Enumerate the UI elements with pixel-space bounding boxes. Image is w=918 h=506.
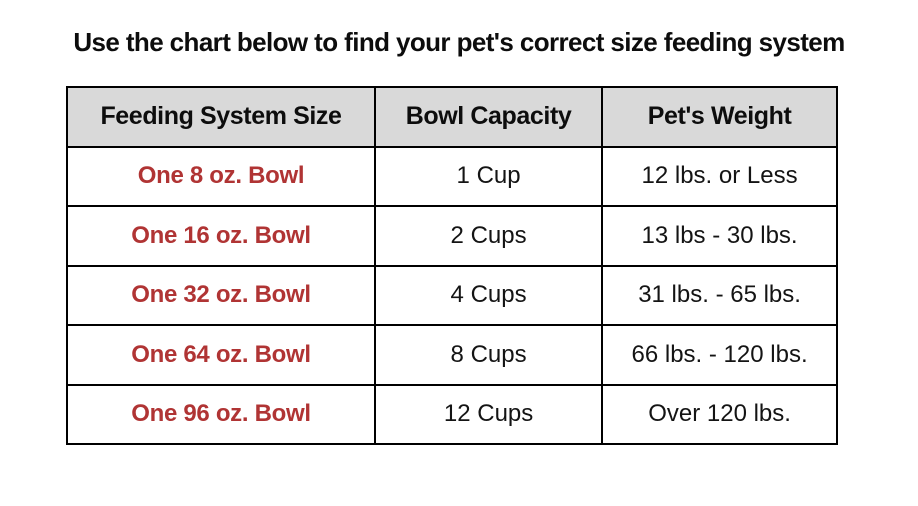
header-cell-feeding-system-size: Feeding System Size (66, 86, 376, 148)
cell-size: One 96 oz. Bowl (66, 383, 376, 445)
table-row: One 32 oz. Bowl 4 Cups 31 lbs. - 65 lbs. (66, 264, 838, 326)
cell-size: One 16 oz. Bowl (66, 205, 376, 267)
table-header-row: Feeding System Size Bowl Capacity Pet's … (66, 86, 838, 148)
cell-weight: 31 lbs. - 65 lbs. (601, 264, 838, 326)
cell-capacity: 4 Cups (373, 264, 604, 326)
table-row: One 64 oz. Bowl 8 Cups 66 lbs. - 120 lbs… (66, 324, 838, 386)
cell-weight: Over 120 lbs. (601, 383, 838, 445)
cell-capacity: 1 Cup (373, 145, 604, 207)
table-row: One 96 oz. Bowl 12 Cups Over 120 lbs. (66, 383, 838, 445)
feeding-system-chart-table: Feeding System Size Bowl Capacity Pet's … (66, 86, 838, 445)
cell-weight: 12 lbs. or Less (601, 145, 838, 207)
header-cell-bowl-capacity: Bowl Capacity (373, 86, 604, 148)
cell-capacity: 12 Cups (373, 383, 604, 445)
cell-weight: 13 lbs - 30 lbs. (601, 205, 838, 267)
table-row: One 16 oz. Bowl 2 Cups 13 lbs - 30 lbs. (66, 205, 838, 267)
cell-capacity: 8 Cups (373, 324, 604, 386)
cell-size: One 32 oz. Bowl (66, 264, 376, 326)
cell-weight: 66 lbs. - 120 lbs. (601, 324, 838, 386)
header-cell-pets-weight: Pet's Weight (601, 86, 838, 148)
table-row: One 8 oz. Bowl 1 Cup 12 lbs. or Less (66, 145, 838, 207)
page-title: Use the chart below to find your pet's c… (73, 27, 845, 57)
cell-capacity: 2 Cups (373, 205, 604, 267)
cell-size: One 8 oz. Bowl (66, 145, 376, 207)
cell-size: One 64 oz. Bowl (66, 324, 376, 386)
